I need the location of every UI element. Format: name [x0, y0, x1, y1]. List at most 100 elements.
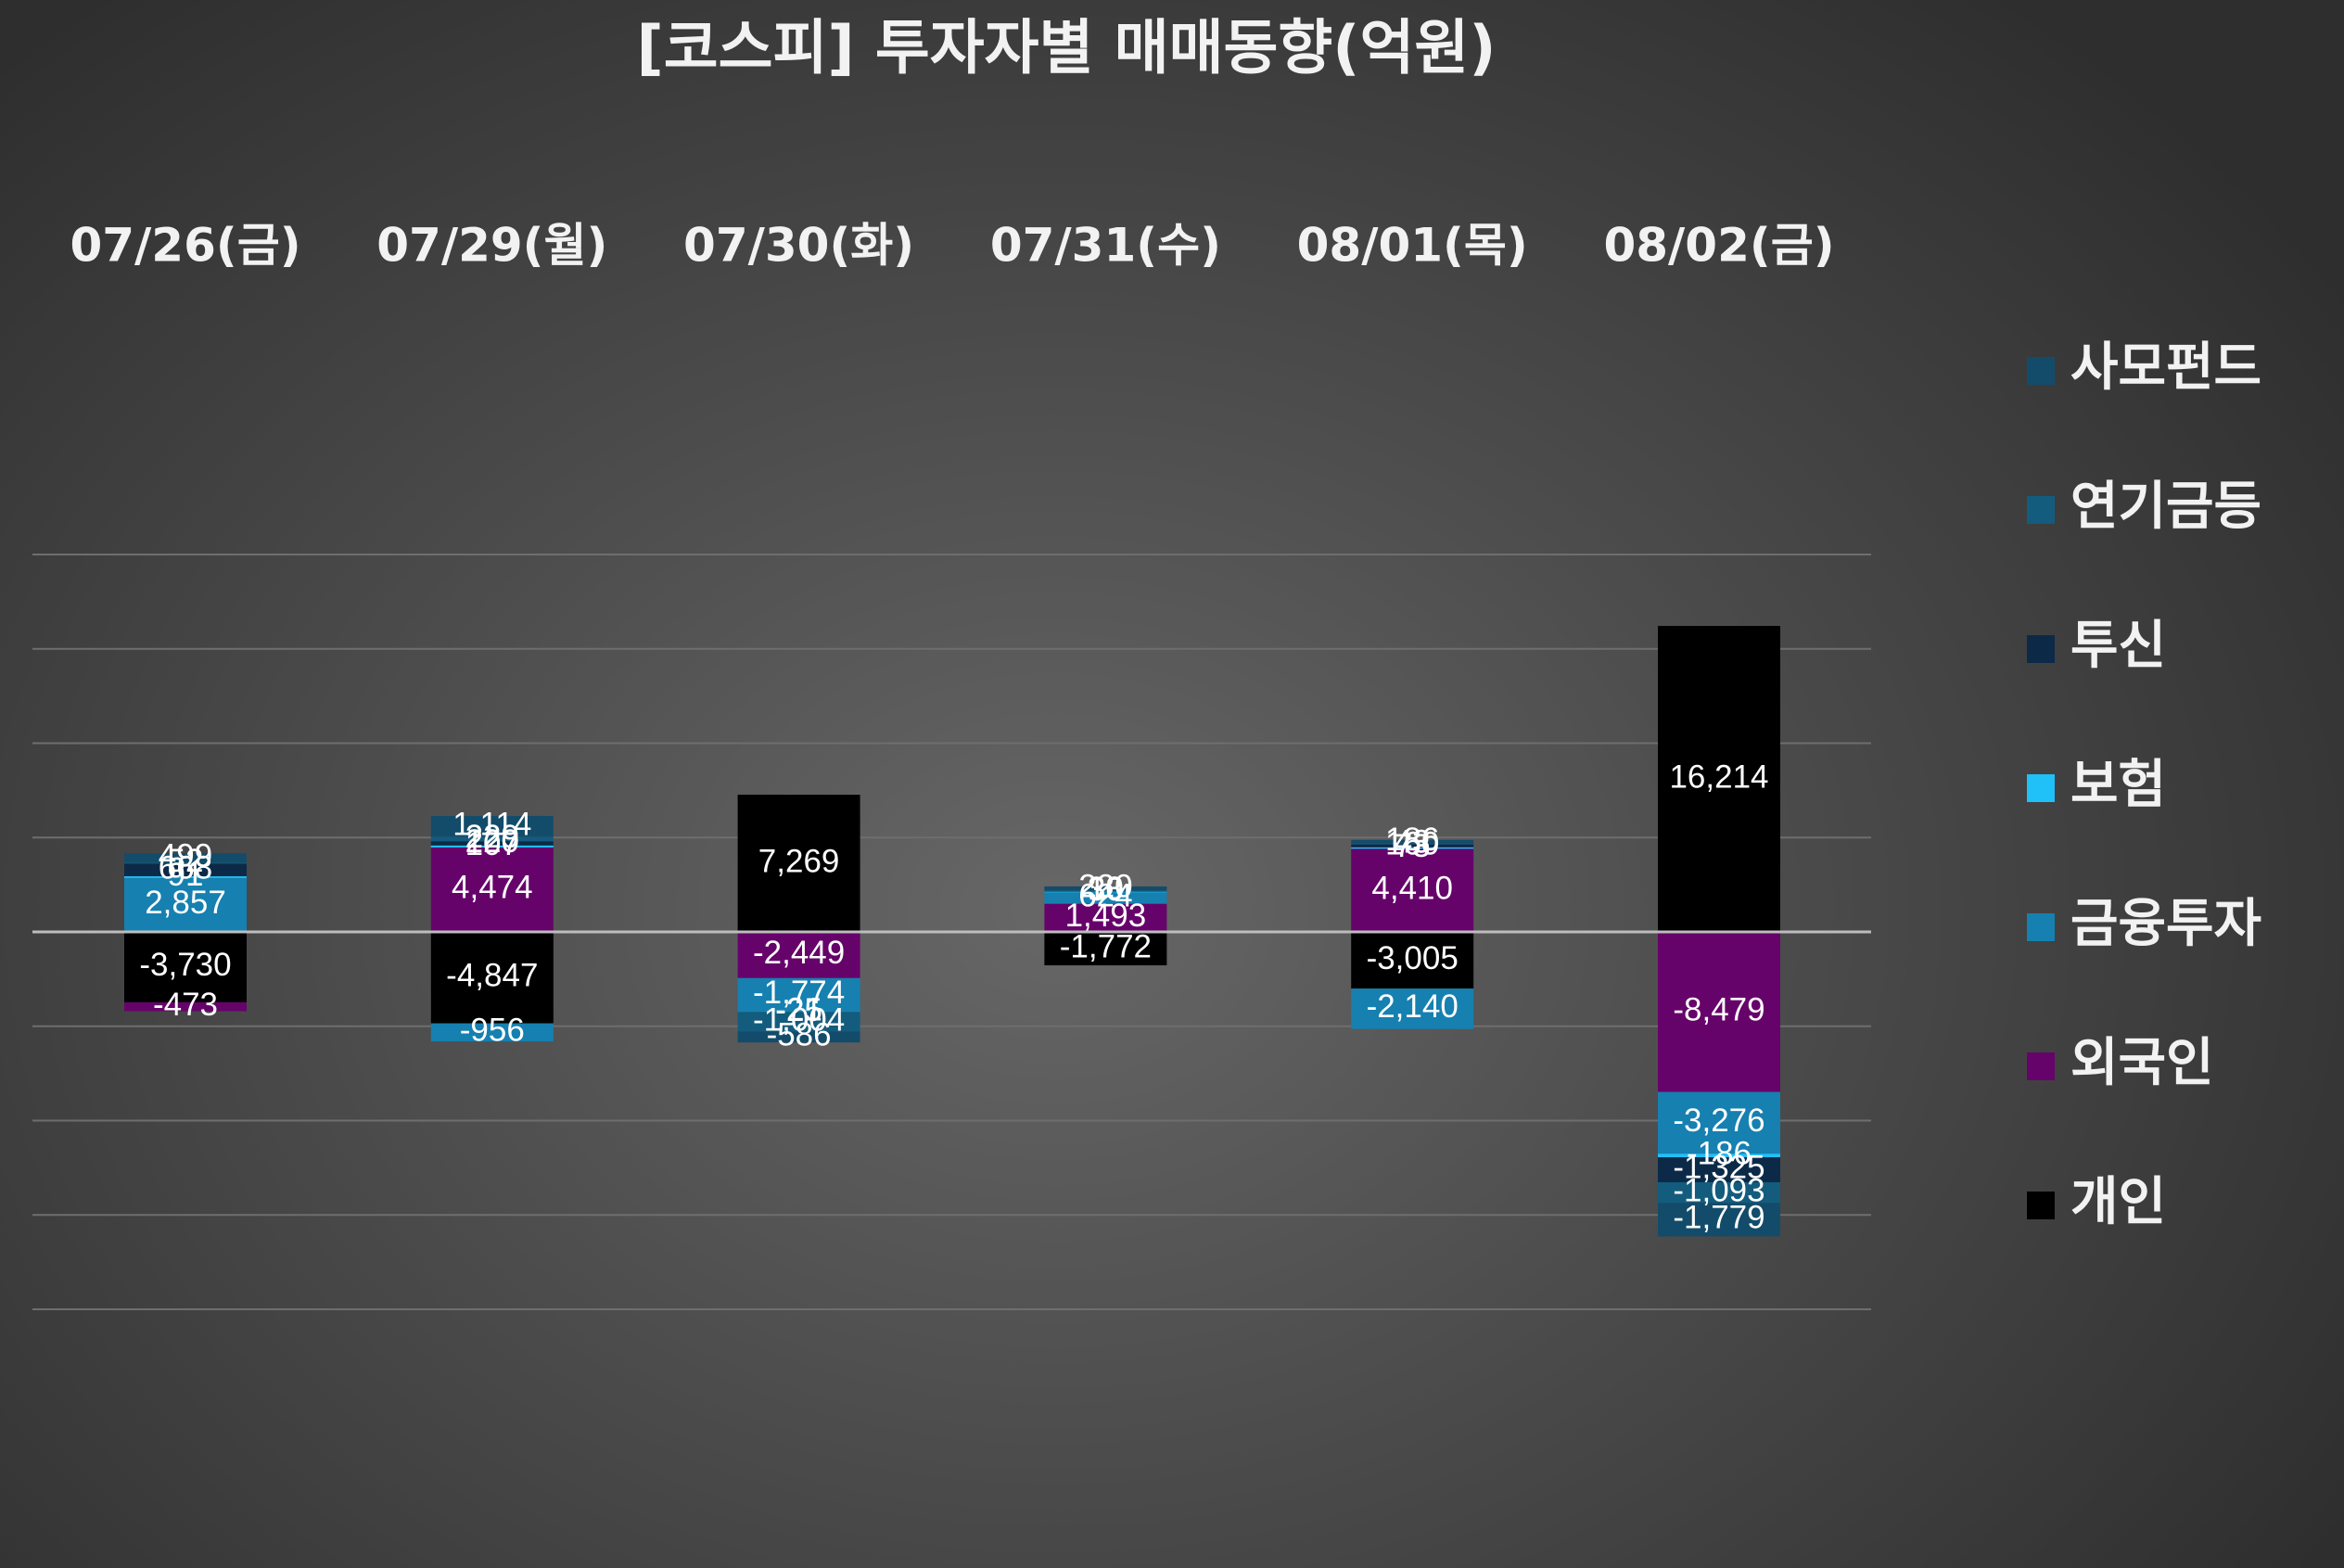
data-label: 4,410: [1371, 870, 1453, 906]
category-label: 07/26(금): [70, 219, 300, 273]
bar-segment: [1658, 1154, 1780, 1157]
data-label: -3,005: [1367, 940, 1459, 976]
data-label: 668: [159, 849, 212, 886]
data-label: 220: [465, 823, 519, 860]
legend-label: 사모펀드: [2070, 338, 2261, 398]
bar-segment: [1351, 932, 1474, 989]
legend-swatch: [2027, 774, 2055, 802]
bar-segment: [430, 836, 554, 842]
bar-segment: [124, 932, 247, 1002]
bar-segment: [737, 795, 860, 932]
bar-segment: [430, 841, 554, 846]
data-label: -956: [460, 1013, 525, 1049]
bar-segment: [1658, 1156, 1780, 1182]
bar-segment: [1658, 1203, 1780, 1237]
bar-segment: [1351, 843, 1474, 845]
bar-segment: [1658, 626, 1780, 932]
data-label: -473: [153, 987, 218, 1023]
legend-label: 보험: [2070, 755, 2166, 815]
data-label: 91: [168, 857, 204, 893]
bar-segment: [1044, 891, 1167, 904]
data-label: 220: [1078, 868, 1132, 904]
bar-segment: [430, 1023, 554, 1042]
legend-label: 개인: [2070, 1172, 2166, 1232]
legend-swatch: [2027, 913, 2055, 941]
bar-segment: [737, 1031, 860, 1043]
data-label: 33: [1088, 871, 1124, 907]
bar-segment: [124, 877, 247, 932]
bar-segment: [1351, 839, 1474, 844]
bar-segment: [737, 932, 860, 978]
data-label: -1,004: [753, 1001, 845, 1038]
bar-segment: [1044, 890, 1167, 892]
data-label: -8,479: [1673, 992, 1764, 1028]
legend-label: 외국인: [2070, 1033, 2214, 1093]
data-label: 1,493: [1065, 898, 1147, 934]
category-label: 07/30(화): [683, 219, 914, 273]
data-label: 10: [1088, 871, 1124, 907]
bar-segment: [1044, 932, 1167, 966]
legend-swatch: [2027, 1052, 2055, 1080]
data-label: 229: [465, 819, 519, 855]
data-label: -586: [767, 1017, 832, 1053]
category-label: 07/29(월): [376, 219, 607, 273]
bar-segment: [124, 863, 247, 877]
data-label: 30: [1088, 872, 1124, 908]
data-label: 107: [465, 826, 519, 862]
bar-segment: [430, 845, 554, 848]
bar-segment: [430, 847, 554, 932]
bar-segment: [1658, 1181, 1780, 1204]
data-label: -3,730: [139, 947, 231, 983]
chart-title: [코스피] 투자자별 매매동향(억원): [636, 15, 1496, 83]
category-label: 08/02(금): [1603, 219, 1834, 273]
data-label: 4,474: [452, 870, 533, 906]
data-label: 499: [159, 838, 212, 874]
data-label: -4,847: [446, 958, 538, 994]
legend-swatch: [2027, 1192, 2055, 1219]
bar-segment: [124, 1001, 247, 1012]
data-label: 186: [1385, 822, 1439, 858]
legend-label: 금융투자: [2070, 894, 2261, 954]
bar-segment: [737, 1012, 860, 1013]
data-label: -1,093: [1673, 1172, 1764, 1208]
data-label: -1,774: [753, 975, 845, 1011]
bar-segment: [1351, 848, 1474, 932]
data-label: -25: [775, 992, 822, 1028]
bar-segment: [737, 977, 860, 1012]
data-label: 73: [1395, 828, 1431, 864]
legend-swatch: [2027, 357, 2055, 385]
legend-label: 연기금등: [2070, 477, 2261, 537]
data-label: -3,276: [1673, 1103, 1764, 1139]
legend-label: 투신: [2070, 616, 2166, 676]
data-label: -2,449: [753, 935, 845, 971]
data-label: -1,772: [1060, 928, 1152, 964]
bar-segment: [1351, 988, 1474, 1029]
bar-segment: [124, 862, 247, 864]
data-label: 1,114: [452, 807, 531, 843]
bar-segment: [1658, 932, 1780, 1092]
legend-swatch: [2027, 496, 2055, 524]
data-label: 7,269: [758, 843, 840, 879]
data-label: 16,214: [1669, 759, 1768, 795]
legend-swatch: [2027, 635, 2055, 663]
bar-segment: [737, 1012, 860, 1032]
bar-segment: [124, 853, 247, 863]
data-label: 160: [1385, 825, 1439, 861]
bar-segment: [430, 932, 554, 1024]
bar-segment: [124, 876, 247, 878]
category-label: 07/31(수): [990, 219, 1221, 273]
data-label: -1,325: [1673, 1150, 1764, 1186]
bar-segment: [430, 815, 554, 837]
bar-segment: [1658, 1091, 1780, 1154]
data-label: -186: [1687, 1135, 1752, 1171]
data-label: 52: [168, 843, 204, 879]
category-label: 08/01(목): [1297, 219, 1528, 273]
data-label: -1,779: [1673, 1200, 1764, 1236]
bar-segment: [1044, 886, 1167, 891]
data-label: 2,857: [145, 885, 226, 921]
bar-segment: [1044, 891, 1167, 893]
bar-segment: [1044, 903, 1167, 932]
data-label: -2,140: [1367, 988, 1459, 1025]
